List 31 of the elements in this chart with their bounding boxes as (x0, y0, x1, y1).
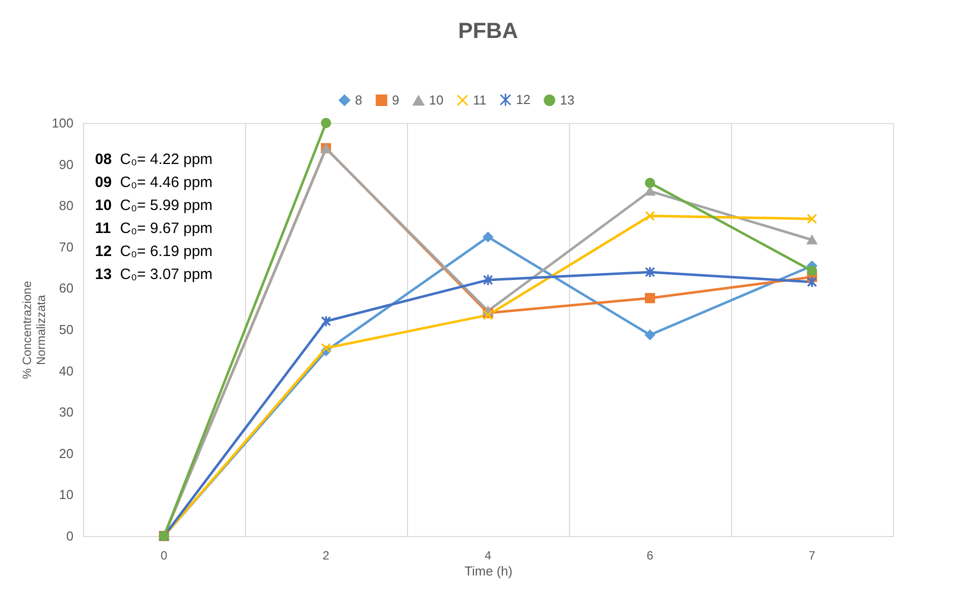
annotation: 13 C₀= 3.07 ppm (95, 266, 213, 283)
y-tick-label: 20 (59, 446, 74, 461)
y-tick-label: 60 (59, 280, 74, 296)
annotation: 10 C₀= 5.99 ppm (95, 197, 213, 214)
x-tick-label: 6 (646, 548, 654, 562)
annotation: 12 C₀= 6.19 ppm (95, 243, 213, 260)
y-tick-label: 100 (52, 116, 74, 130)
legend-label: 9 (392, 92, 400, 108)
x-tick-label: 4 (484, 548, 492, 562)
x-tick-label: 2 (322, 548, 330, 562)
x-tick-label: 7 (808, 548, 816, 562)
y-tick-label: 30 (59, 404, 74, 420)
y-tick-label: 80 (59, 198, 74, 214)
y-tick-label: 90 (59, 156, 74, 172)
y-tick-label: 40 (59, 363, 74, 378)
annotation: 11 C₀= 9.67 ppm (95, 220, 213, 237)
x-tick-label: 0 (160, 548, 168, 562)
annotation: 08 C₀= 4.22 ppm (95, 151, 213, 168)
y-axis-title: % Concentrazione Normalizzata (20, 280, 48, 380)
legend-label: 13 (560, 92, 574, 108)
x-axis-title: Time (h) (464, 564, 512, 578)
annotation: 09 C₀= 4.46 ppm (95, 174, 213, 191)
legend-label: 11 (473, 92, 486, 108)
chart-title: PFBA (458, 18, 518, 43)
y-tick-label: 10 (59, 487, 74, 502)
y-tick-label: 70 (59, 239, 74, 254)
legend-label: 8 (355, 92, 362, 108)
y-tick-label: 0 (66, 528, 74, 544)
y-tick-label: 50 (59, 322, 74, 337)
legend-label: 12 (516, 92, 530, 107)
legend-label: 10 (429, 92, 444, 108)
